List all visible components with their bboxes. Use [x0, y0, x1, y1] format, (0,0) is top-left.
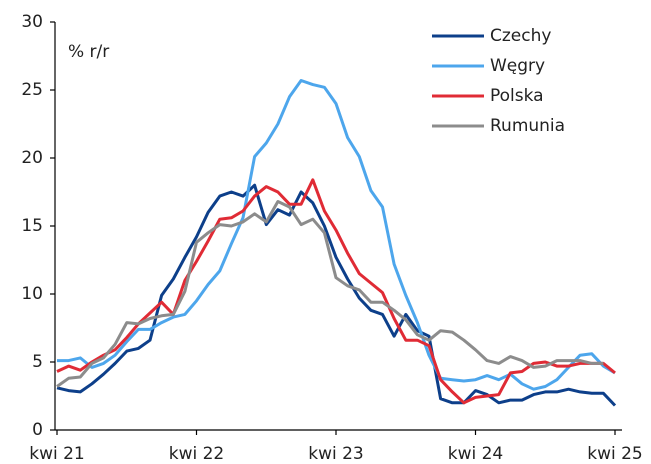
- y-tick-label: 0: [32, 420, 43, 440]
- y-tick-label: 10: [21, 284, 43, 304]
- series-line: [56, 178, 616, 405]
- x-tick-label: kwi 21: [29, 444, 85, 464]
- x-tick-label: kwi 23: [308, 444, 364, 464]
- y-tick-label: 15: [21, 216, 43, 236]
- series-line: [56, 183, 617, 407]
- y-tick-label: 25: [21, 80, 43, 100]
- series-line: [56, 200, 604, 388]
- annotation: % r/r: [68, 42, 109, 62]
- legend-label: Węgry: [490, 56, 545, 76]
- x-tick-label: kwi 25: [587, 444, 643, 464]
- legend-label: Polska: [490, 86, 544, 106]
- legend-label: Rumunia: [490, 116, 565, 136]
- legend-label: Czechy: [490, 26, 551, 46]
- y-tick-label: 5: [32, 352, 43, 372]
- y-tick-label: 30: [21, 12, 43, 32]
- series-line: [57, 79, 616, 391]
- x-tick-label: kwi 24: [448, 444, 504, 464]
- x-tick-label: kwi 22: [169, 444, 225, 464]
- y-tick-label: 20: [21, 148, 43, 168]
